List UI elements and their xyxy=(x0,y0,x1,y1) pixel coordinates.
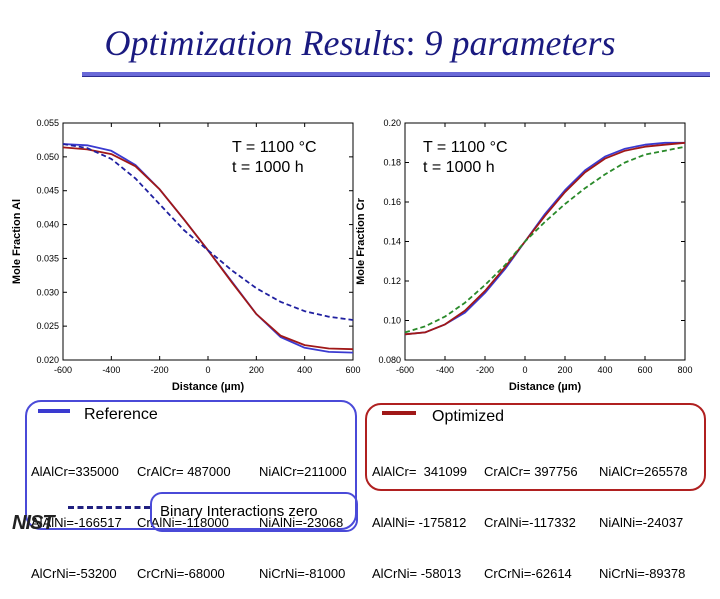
param-value: NiAlNi=-24037 xyxy=(599,515,684,530)
optimized-params-box xyxy=(365,403,706,491)
y-tick-label: 0.050 xyxy=(36,152,59,162)
title-underline xyxy=(82,72,710,77)
param-value: CrAlNi=-117332 xyxy=(484,515,576,530)
series-line-binary-interactions-zero xyxy=(62,143,354,321)
x-tick-label: 400 xyxy=(297,365,312,375)
param-value: NiAlNi=-23068 xyxy=(259,515,344,530)
condition-annotation: t = 1000 h xyxy=(423,159,495,176)
x-tick-label: -400 xyxy=(102,365,120,375)
title-rest: 9 parameters xyxy=(415,23,616,63)
optimized-legend-line xyxy=(382,411,416,415)
param-value: CrAlCr= 397756 xyxy=(484,464,578,479)
y-tick-label: 0.035 xyxy=(36,253,59,263)
y-tick-label: 0.080 xyxy=(378,355,401,365)
optimized-params-col3: NiAlCr=265578 NiAlNi=-24037 NiCrNi=-8937… xyxy=(599,429,688,599)
y-tick-label: 0.055 xyxy=(36,118,59,128)
y-tick-label: 0.18 xyxy=(383,158,401,168)
chart-al-profile: -600 -400 -200 0 200 400 600 0.020 0.025 0.030 0.0… xyxy=(11,118,361,393)
x-tick-label: 200 xyxy=(557,365,572,375)
binary-legend-box xyxy=(150,492,358,532)
binary-zero-legend-line xyxy=(68,506,150,509)
param-value: AlAlNi= -175812 xyxy=(372,515,467,530)
condition-annotation: T = 1100 °C xyxy=(232,139,317,156)
chart-cr-profile: -600 -400 -200 0 200 400 600 800 0.080 0.10 0.12 0.… xyxy=(355,118,693,393)
y-tick-label: 0.20 xyxy=(383,118,401,128)
param-value: NiAlCr=211000 xyxy=(259,464,347,479)
y-tick-label: 0.040 xyxy=(36,220,59,230)
x-tick-label: 600 xyxy=(345,365,360,375)
reference-params-box xyxy=(25,400,357,530)
x-axis-label: Distance (µm) xyxy=(172,381,245,393)
title-separator: : xyxy=(405,23,416,63)
param-value: AlAlNi=-166517 xyxy=(31,515,122,530)
x-tick-label: -400 xyxy=(436,365,454,375)
series-line-optimized xyxy=(404,141,686,336)
y-tick-label: 0.14 xyxy=(383,237,401,247)
param-value: NiAlCr=265578 xyxy=(599,464,688,479)
y-tick-label: 0.10 xyxy=(383,316,401,326)
y-tick-label: 0.16 xyxy=(383,197,401,207)
x-tick-label: 0 xyxy=(205,365,210,375)
reference-legend-label: Reference xyxy=(84,406,158,423)
y-axis-label: Mole Fraction Cr xyxy=(355,197,367,285)
x-tick-label: -200 xyxy=(476,365,494,375)
optimized-params-col1: AlAlCr= 341099 AlAlNi= -175812 AlCrNi= -… xyxy=(372,429,467,599)
binary-zero-legend-label: Binary Interactions zero xyxy=(160,503,318,520)
nist-logo: NIST xyxy=(12,512,55,534)
x-tick-label: -600 xyxy=(54,365,72,375)
optimized-legend-label: Optimized xyxy=(432,408,505,425)
param-value: AlCrNi= -58013 xyxy=(372,566,462,581)
title-main: Optimization Results xyxy=(104,23,406,63)
y-tick-label: 0.045 xyxy=(36,186,59,196)
reference-legend-line xyxy=(38,409,70,413)
series-line-binary-interactions-zero xyxy=(404,145,686,334)
param-value: AlAlCr= 341099 xyxy=(372,464,468,479)
param-value: CrCrNi=-62614 xyxy=(484,566,572,581)
x-tick-label: -600 xyxy=(396,365,414,375)
param-value: AlAlCr=335000 xyxy=(31,464,119,479)
page-title: Optimization Results: 9 parameters xyxy=(0,22,720,64)
x-tick-label: 600 xyxy=(637,365,652,375)
x-tick-label: 800 xyxy=(677,365,692,375)
y-tick-label: 0.12 xyxy=(383,276,401,286)
param-value: AlCrNi=-53200 xyxy=(31,566,117,581)
y-axis-label: Mole Fraction Al xyxy=(11,199,23,284)
x-tick-label: 400 xyxy=(597,365,612,375)
param-value: NiCrNi=-81000 xyxy=(259,566,346,581)
x-tick-label: 0 xyxy=(522,365,527,375)
condition-annotation: t = 1000 h xyxy=(232,159,304,176)
y-tick-label: 0.030 xyxy=(36,287,59,297)
param-value: CrAlCr= 487000 xyxy=(137,464,231,479)
condition-annotation: T = 1100 °C xyxy=(423,139,508,156)
optimized-params-col2: CrAlCr= 397756 CrAlNi=-117332 CrCrNi=-62… xyxy=(484,429,578,599)
param-value: CrCrNi=-68000 xyxy=(137,566,225,581)
x-axis-label: Distance (µm) xyxy=(509,381,582,393)
param-value: NiCrNi=-89378 xyxy=(599,566,686,581)
y-tick-label: 0.020 xyxy=(36,355,59,365)
y-tick-label: 0.025 xyxy=(36,321,59,331)
x-tick-label: 200 xyxy=(249,365,264,375)
x-tick-label: -200 xyxy=(151,365,169,375)
